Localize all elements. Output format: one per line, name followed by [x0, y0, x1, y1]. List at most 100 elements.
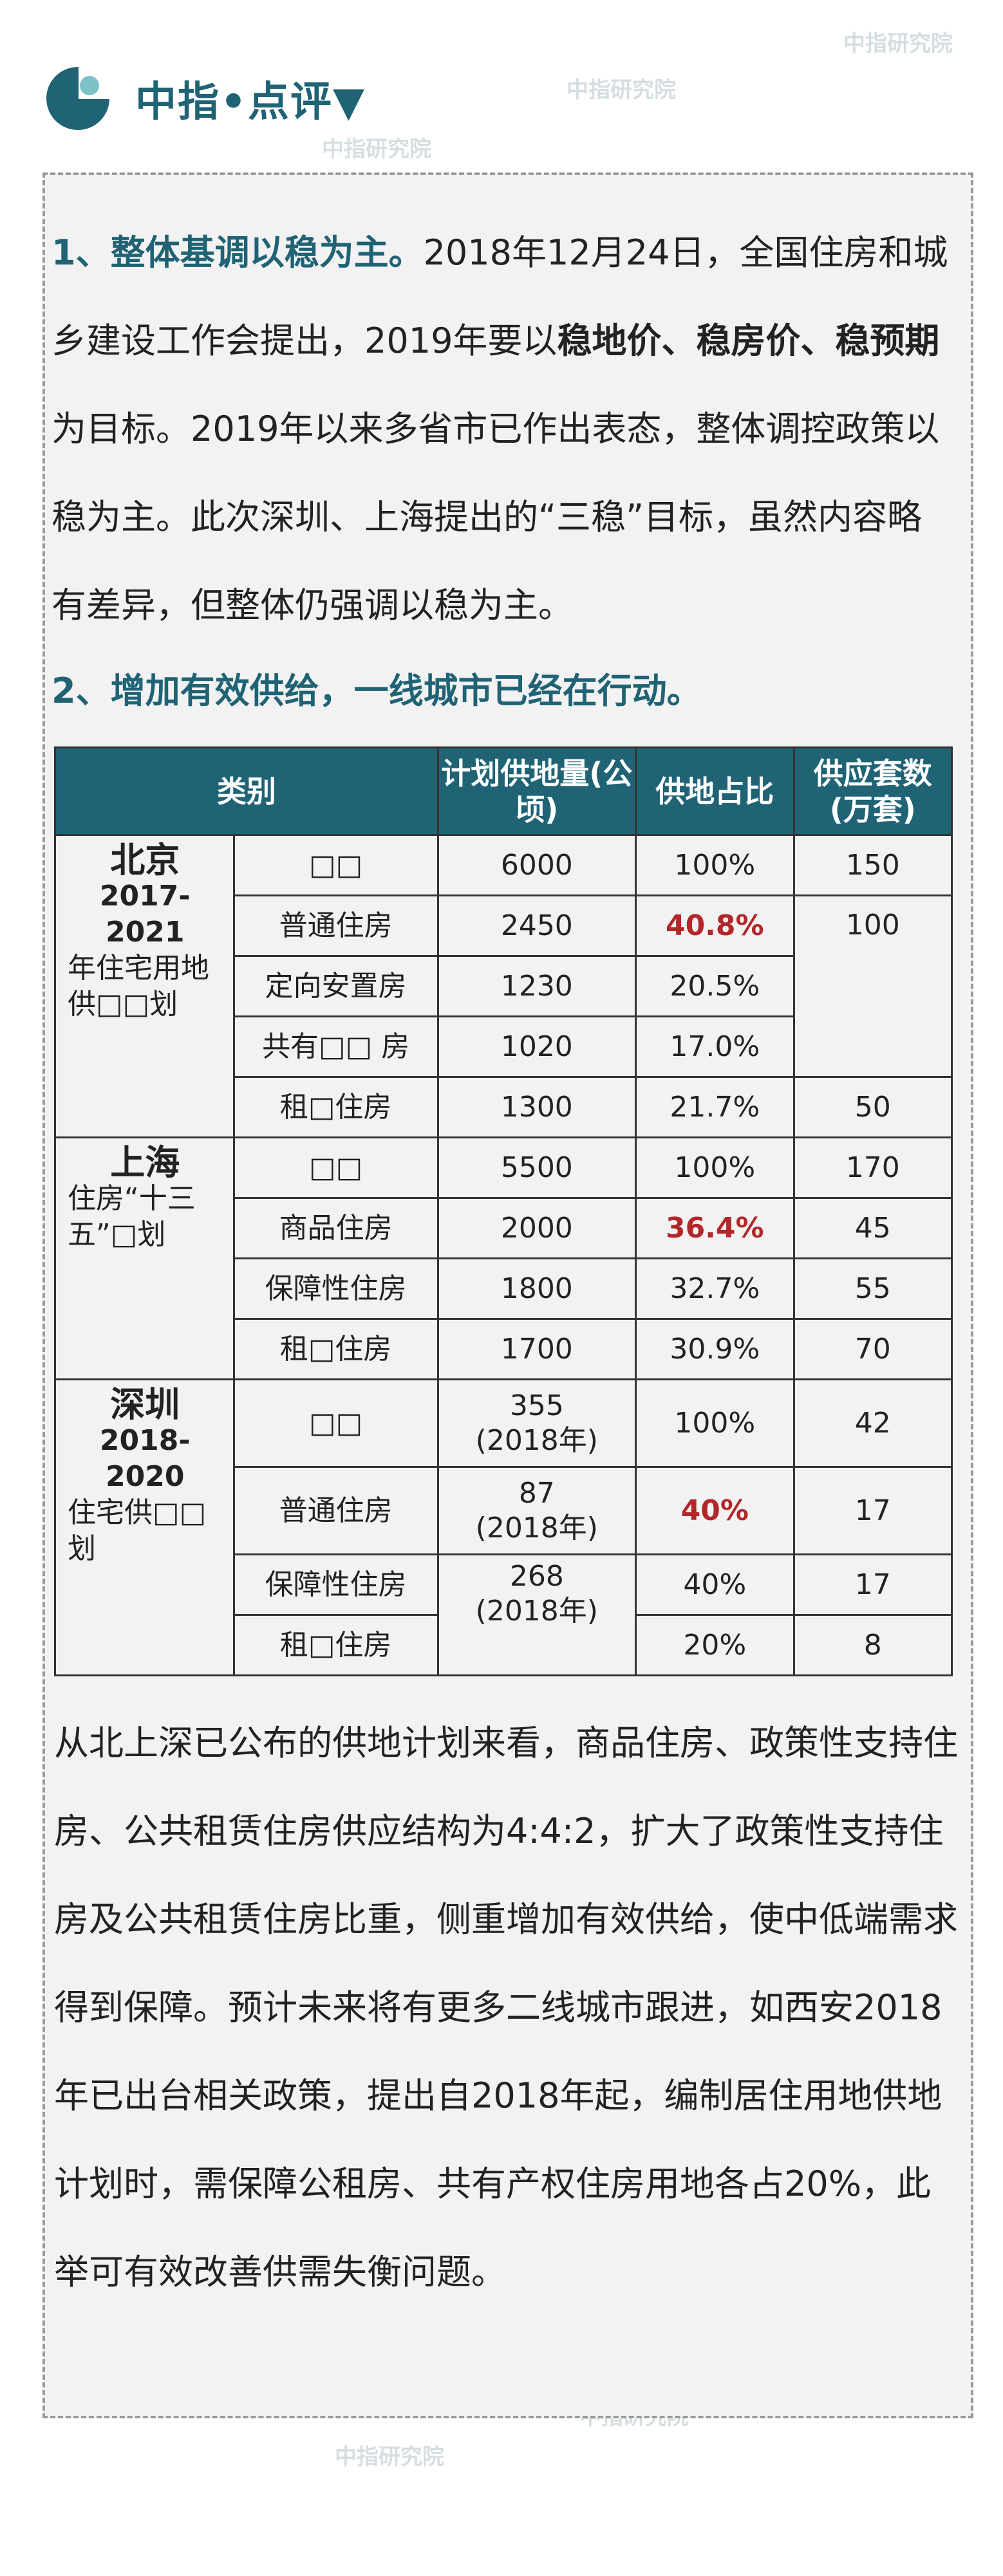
- planned-area-year: (2018年): [475, 1423, 598, 1457]
- planned-area-year: (2018年): [475, 1595, 598, 1627]
- planned-area: 1800: [436, 1257, 637, 1320]
- city-desc: 住宅供□□划: [68, 1496, 207, 1565]
- section-1-heading: 1、整体基调以稳为主。: [52, 232, 424, 273]
- housing-type: 商品住房: [232, 1197, 439, 1259]
- units: 55: [792, 1257, 953, 1320]
- share: 100%: [634, 1136, 795, 1199]
- share: 32.7%: [634, 1257, 795, 1320]
- planned-area: 1300: [436, 1076, 637, 1138]
- city-cell-beijing: 北京 2017-2021 年住宅用地供□□划: [54, 834, 235, 1138]
- planned-area: 2000: [436, 1197, 637, 1259]
- planned-area: 2450: [436, 894, 637, 957]
- units: 42: [792, 1378, 953, 1468]
- units: 70: [792, 1318, 953, 1380]
- planned-area-cell: 268 (2018年): [436, 1553, 637, 1676]
- city-cell-shenzhen: 深圳 2018-2020 住宅供□□划: [54, 1378, 235, 1676]
- units: 17: [792, 1466, 953, 1555]
- planned-area: 1020: [436, 1015, 637, 1078]
- table-row: 商品住房 2000 36.4% 45: [55, 1197, 953, 1259]
- content: 1、整体基调以稳为主。2018年12月24日，全国住房和城乡建设工作会提出，20…: [52, 208, 953, 733]
- housing-type: 保障性住房: [232, 1257, 439, 1320]
- header-share: 供地占比: [634, 746, 795, 836]
- city-cell-shanghai: 上海 住房“十三五”□划: [54, 1136, 235, 1380]
- section-header: 中指•点评▼: [46, 63, 366, 134]
- table-row: 保障性住房 1800 32.7% 55: [55, 1257, 953, 1320]
- table-row: 上海 住房“十三五”□划 □□ 5500 100% 170: [54, 1136, 953, 1380]
- units: 45: [792, 1197, 953, 1259]
- table-row: 租□住房 1700 30.9% 70: [55, 1318, 953, 1380]
- summary-paragraph: 从北上深已公布的供地计划来看，商品住房、政策性支持住房、公共租赁住房供应结构为4…: [54, 1723, 958, 2292]
- share: 100%: [634, 1378, 795, 1468]
- share: 17.0%: [634, 1015, 795, 1078]
- units: 50: [792, 1076, 953, 1138]
- table-row: 普通住房 2450 40.8% 100: [55, 894, 953, 1078]
- planned-area: 268: [509, 1560, 564, 1593]
- planned-area-year: (2018年): [475, 1511, 598, 1544]
- planned-area: 5500: [436, 1136, 637, 1199]
- share-highlight: 36.4%: [634, 1197, 795, 1259]
- share-highlight: 40.8%: [634, 894, 795, 957]
- city-name: 上海: [110, 1142, 180, 1183]
- share: 30.9%: [634, 1318, 795, 1380]
- city-period: 2017-2021: [99, 880, 191, 949]
- housing-type: 保障性住房: [232, 1553, 439, 1616]
- housing-type: 定向安置房: [232, 955, 439, 1017]
- housing-type: 租□住房: [232, 1318, 439, 1380]
- city-name: 北京: [110, 840, 180, 880]
- share: 100%: [634, 834, 795, 896]
- table-row: 定向安置房 1230 20.5%: [55, 955, 952, 1017]
- housing-type: 普通住房: [232, 1466, 439, 1555]
- paragraph-1: 1、整体基调以稳为主。2018年12月24日，全国住房和城乡建设工作会提出，20…: [52, 208, 953, 649]
- header-planned-area: 计划供地量(公顷): [436, 746, 637, 836]
- planned-area: 1700: [436, 1318, 637, 1380]
- land-supply-table: 类别 计划供地量(公顷) 供地占比 供应套数(万套) 北京 2017-2021 …: [54, 746, 953, 1676]
- section-1-bold: 稳地价、稳房价、稳预期: [557, 320, 940, 361]
- housing-type: □□: [232, 1136, 439, 1199]
- table-row: 深圳 2018-2020 住宅供□□划 □□ 355 (2018年) 100% …: [54, 1378, 953, 1676]
- share-highlight: 40%: [634, 1466, 795, 1555]
- table-row: 租□住房 20% 8: [55, 1614, 953, 1676]
- watermark: 中指研究院: [322, 136, 431, 162]
- table-row: 保障性住房 268 (2018年) 40% 17: [55, 1553, 953, 1676]
- table-row: 共有□□ 房 1020 17.0%: [55, 1015, 952, 1078]
- city-desc: 住房“十三五”□划: [68, 1182, 196, 1251]
- housing-type: 租□住房: [232, 1614, 439, 1676]
- units: 17: [792, 1553, 953, 1616]
- summary: 从北上深已公布的供地计划来看，商品住房、政策性支持住房、公共租赁住房供应结构为4…: [54, 1699, 962, 2316]
- watermark: 中指研究院: [335, 2444, 444, 2470]
- brand-logo-icon: [46, 67, 111, 130]
- housing-type: 普通住房: [232, 894, 439, 957]
- units: 8: [792, 1614, 953, 1676]
- city-desc: 年住宅用地供□□划: [68, 952, 209, 1021]
- planned-area: 1230: [436, 955, 637, 1017]
- header-units: 供应套数(万套): [792, 746, 953, 836]
- housing-type: □□: [232, 1378, 439, 1468]
- share: 20%: [634, 1614, 795, 1676]
- share: 40%: [634, 1553, 795, 1616]
- section-1-text-b: 为目标。2019年以来多省市已作出表态，整体调控政策以稳为主。此次深圳、上海提出…: [52, 409, 940, 625]
- section-1-text-a: 2018年12月24日，全国住房和城乡建设工作会提出，2019年要以: [52, 232, 948, 361]
- planned-area: 355: [509, 1389, 564, 1422]
- city-period: 2018-2020: [99, 1424, 191, 1493]
- watermark: 中指研究院: [843, 31, 953, 57]
- table-row: 租□住房 1300 21.7% 50: [55, 1076, 953, 1138]
- header-title: 中指•点评▼: [135, 79, 366, 126]
- planned-area: 87: [518, 1476, 555, 1510]
- units: 100: [792, 894, 953, 1078]
- planned-area-cell: 355 (2018年): [436, 1378, 637, 1468]
- table-row: 北京 2017-2021 年住宅用地供□□划 □□ 6000 100% 150: [54, 834, 953, 1138]
- units: 150: [792, 834, 953, 896]
- units: 170: [792, 1136, 953, 1199]
- share: 20.5%: [634, 955, 795, 1017]
- header-category: 类别: [54, 746, 439, 836]
- watermark: 中指研究院: [567, 77, 676, 103]
- planned-area-cell: 87 (2018年): [436, 1466, 637, 1555]
- section-2-heading: 2、增加有效供给，一线城市已经在行动。: [52, 671, 702, 711]
- share: 21.7%: [634, 1076, 795, 1138]
- housing-type: 租□住房: [232, 1076, 439, 1138]
- planned-area: 6000: [436, 834, 637, 896]
- housing-type: 共有□□ 房: [232, 1015, 439, 1078]
- housing-type: □□: [232, 834, 439, 896]
- table-row: 普通住房 87 (2018年) 40% 17: [55, 1466, 953, 1555]
- city-name: 深圳: [110, 1384, 180, 1425]
